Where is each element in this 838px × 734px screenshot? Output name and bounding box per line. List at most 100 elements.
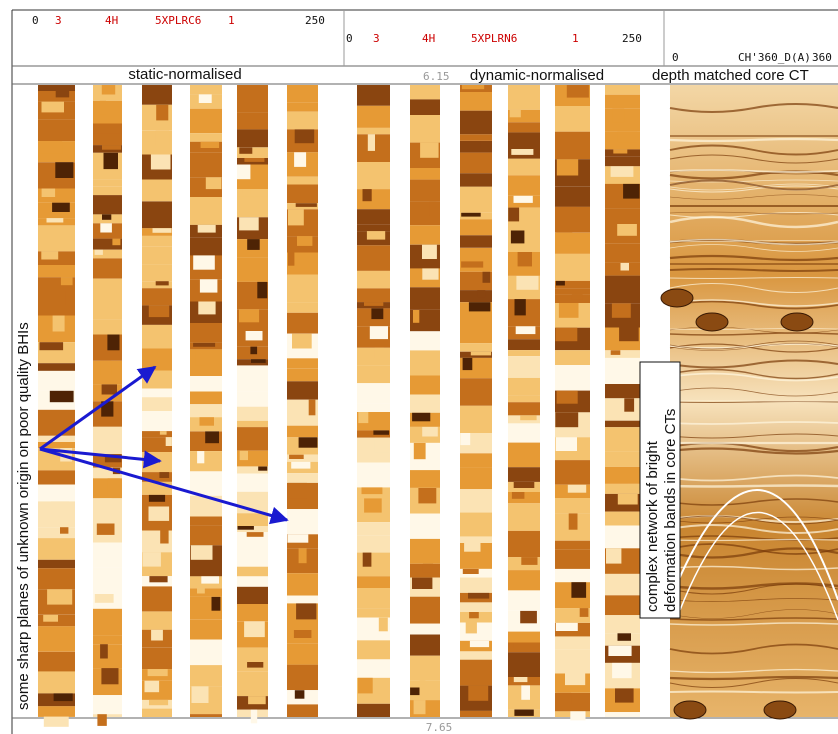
bottom-depth: 7.65 (426, 721, 453, 734)
image-block (93, 134, 122, 145)
image-block (38, 265, 75, 277)
image-block (612, 303, 631, 318)
image-block (460, 378, 492, 406)
image-block (613, 149, 627, 153)
image-block (48, 291, 65, 306)
image-block (205, 431, 219, 443)
image-block (47, 218, 64, 222)
image-block (38, 410, 75, 436)
image-block (514, 482, 535, 488)
image-block (190, 640, 222, 666)
image-block (156, 131, 170, 145)
image-block (244, 158, 264, 162)
image-block (410, 99, 440, 115)
image-block (371, 308, 383, 319)
image-block (287, 369, 318, 381)
image-block (38, 568, 75, 589)
image-block (605, 244, 640, 263)
image-block (190, 451, 222, 471)
image-block (237, 113, 268, 129)
scale-label: 3 (373, 32, 380, 45)
image-block (357, 576, 390, 588)
image-block (555, 460, 590, 485)
image-block (97, 714, 106, 726)
image-block (515, 299, 526, 315)
image-block (605, 350, 640, 358)
image-block (460, 513, 492, 537)
image-block (556, 437, 577, 451)
image-block (190, 152, 222, 177)
image-block (93, 609, 122, 636)
scale-label: CH'360_D(A) (738, 51, 811, 64)
image-block (508, 531, 540, 557)
image-block (287, 534, 308, 542)
image-block (197, 451, 204, 463)
image-block (422, 245, 437, 259)
image-block (462, 85, 484, 89)
image-block (244, 621, 265, 637)
image-block (520, 611, 537, 623)
image-block (460, 187, 492, 213)
top-depth: 6.15 (423, 70, 450, 83)
image-block (611, 350, 621, 355)
image-block (460, 468, 492, 489)
image-block (410, 597, 440, 624)
image-block (413, 310, 419, 323)
image-block (250, 347, 257, 355)
image-block (38, 671, 75, 693)
image-block (357, 271, 390, 289)
image-block (605, 452, 640, 467)
image-block (555, 132, 590, 160)
image-block (40, 141, 62, 154)
image-block (605, 467, 640, 484)
image-block (190, 133, 222, 142)
image-block (508, 467, 540, 482)
image-block (166, 437, 172, 446)
image-block (510, 110, 521, 118)
image-block (190, 238, 222, 256)
image-block (357, 536, 390, 553)
image-block (410, 656, 440, 681)
static-title: static-normalised (128, 66, 241, 83)
image-block (93, 695, 122, 714)
image-block (38, 371, 75, 391)
image-block (512, 492, 525, 499)
image-block (571, 582, 586, 598)
image-block (555, 254, 590, 281)
image-block (521, 557, 537, 565)
image-block (572, 295, 583, 300)
image-block (292, 334, 312, 349)
image-block (605, 358, 640, 384)
image-block (368, 134, 375, 151)
image-block (461, 213, 481, 217)
image-block (237, 587, 268, 604)
image-block (287, 302, 318, 313)
image-block (156, 281, 169, 285)
image-block (38, 356, 75, 364)
image-block (605, 85, 640, 95)
image-block (200, 279, 218, 292)
image-strip (410, 85, 440, 717)
image-block (364, 302, 383, 306)
image-block (555, 541, 590, 550)
image-block (149, 305, 169, 317)
image-block (410, 168, 440, 180)
image-block (61, 277, 73, 285)
image-block (568, 485, 586, 493)
image-block (191, 545, 213, 560)
scale-label: 4H (105, 14, 118, 27)
image-block (237, 165, 250, 180)
image-block (618, 131, 637, 142)
image-block (605, 595, 640, 615)
image-block (153, 228, 172, 233)
image-block (508, 122, 540, 132)
image-block (367, 463, 380, 478)
image-block (93, 636, 122, 645)
image-block (54, 693, 73, 701)
image-block (508, 652, 540, 677)
image-block (555, 106, 590, 132)
image-block (367, 231, 385, 240)
image-strip (555, 85, 590, 720)
image-block (296, 603, 316, 619)
image-block (357, 348, 390, 366)
